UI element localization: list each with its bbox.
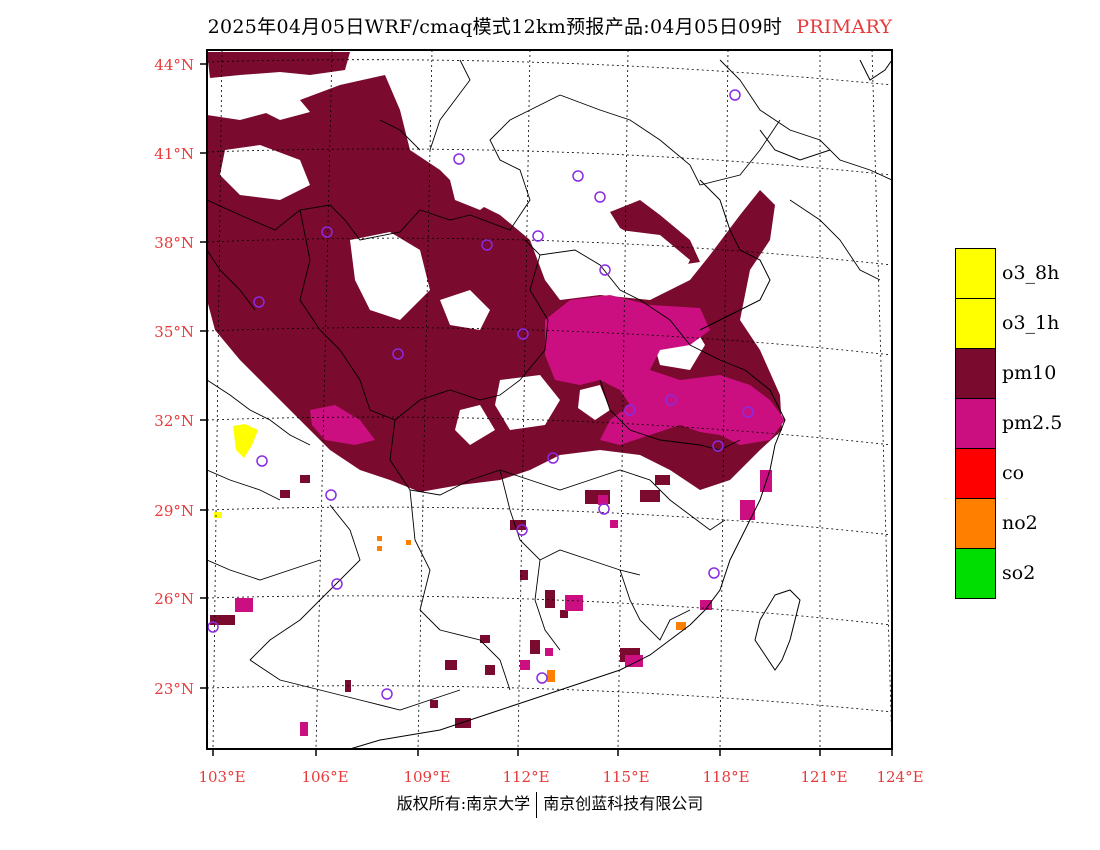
coastline bbox=[349, 59, 892, 749]
lon-label: 121°E bbox=[800, 768, 847, 786]
legend-item-no2: no2 bbox=[955, 498, 1095, 549]
lon-label: 118°E bbox=[702, 768, 749, 786]
legend-swatch bbox=[955, 548, 996, 599]
legend-item-o3-1h: o3_1h bbox=[955, 298, 1095, 349]
copyright-footer: 版权所有:南京大学 南京创蓝科技有限公司 bbox=[0, 790, 1100, 818]
legend-swatch bbox=[955, 348, 996, 399]
pm10-north-strip bbox=[207, 52, 350, 78]
province-borders bbox=[207, 59, 892, 711]
no2-cells bbox=[377, 536, 686, 682]
lat-label: 23°N bbox=[154, 680, 194, 698]
lon-label: 124°E bbox=[876, 768, 923, 786]
legend-swatch bbox=[955, 448, 996, 499]
legend-item-so2: so2 bbox=[955, 548, 1095, 599]
legend-label: pm2.5 bbox=[1002, 412, 1063, 434]
lat-label: 29°N bbox=[154, 502, 194, 520]
lon-label: 109°E bbox=[403, 768, 450, 786]
footer-divider bbox=[536, 791, 538, 818]
lon-labels: 103°E 106°E 109°E 112°E 115°E 118°E 121°… bbox=[198, 768, 923, 786]
lon-label: 115°E bbox=[602, 768, 649, 786]
legend-label: pm10 bbox=[1002, 362, 1057, 384]
lon-label: 106°E bbox=[301, 768, 348, 786]
lat-label: 35°N bbox=[154, 323, 194, 341]
legend-label: no2 bbox=[1002, 512, 1038, 534]
axis-ticks bbox=[200, 63, 893, 756]
pm10-northeast-band bbox=[610, 200, 700, 265]
title-main: 2025年04月05日WRF/cmaq模式12km预报产品:04月05日09时 bbox=[207, 16, 783, 38]
title-primary-tag: PRIMARY bbox=[796, 16, 893, 38]
pm25-region bbox=[545, 295, 785, 445]
map-frame bbox=[206, 49, 893, 750]
graticule bbox=[207, 50, 892, 749]
legend-swatch bbox=[955, 398, 996, 449]
legend-swatch bbox=[955, 498, 996, 549]
pm25-west-patch bbox=[310, 405, 375, 445]
lat-label: 32°N bbox=[154, 412, 194, 430]
clean-patches bbox=[220, 95, 740, 445]
footer-left: 版权所有:南京大学 bbox=[396, 794, 531, 813]
lat-label: 26°N bbox=[154, 590, 194, 608]
lon-label: 103°E bbox=[198, 768, 245, 786]
legend-item-pm25: pm2.5 bbox=[955, 398, 1095, 449]
map-content bbox=[207, 50, 892, 749]
legend-swatch bbox=[955, 298, 996, 349]
legend-label: so2 bbox=[1002, 562, 1036, 584]
footer-right: 南京创蓝科技有限公司 bbox=[543, 794, 704, 813]
pm25-scattered-cells bbox=[235, 470, 772, 736]
lat-label: 41°N bbox=[154, 145, 194, 163]
lat-label: 44°N bbox=[154, 56, 194, 74]
legend-label: o3_8h bbox=[1002, 262, 1060, 284]
legend-label: o3_1h bbox=[1002, 312, 1060, 334]
legend-item-co: co bbox=[955, 448, 1095, 499]
lon-label: 112°E bbox=[502, 768, 549, 786]
map-title: 2025年04月05日WRF/cmaq模式12km预报产品:04月05日09时 P… bbox=[0, 12, 1100, 39]
lat-label: 38°N bbox=[154, 234, 194, 252]
legend-item-o3-8h: o3_8h bbox=[955, 248, 1095, 299]
legend-item-pm10: pm10 bbox=[955, 348, 1095, 399]
o3-cells bbox=[214, 424, 258, 518]
legend-swatch bbox=[955, 248, 996, 299]
lat-labels: 44°N 41°N 38°N 35°N 32°N 29°N 26°N 23°N bbox=[154, 56, 194, 698]
legend-label: co bbox=[1002, 462, 1025, 484]
